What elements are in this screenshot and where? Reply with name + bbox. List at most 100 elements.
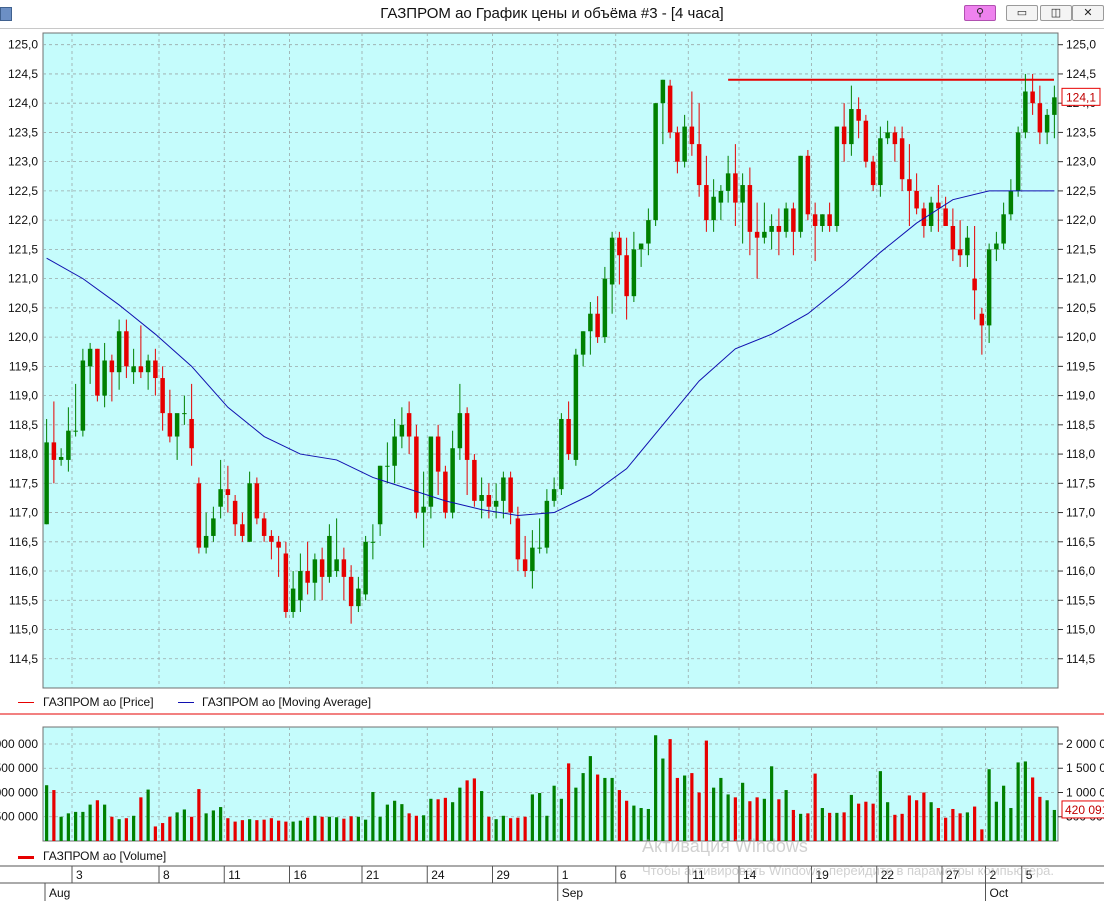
volume-bar [596,774,600,841]
volume-bar [1016,762,1020,841]
candle-body [167,413,173,437]
volume-bar [335,817,339,841]
day-tick-label: 3 [76,868,83,882]
close-button[interactable]: ✕ [1072,5,1104,21]
price-candle [472,454,477,507]
candle-body [508,477,513,513]
volume-bar [371,792,375,841]
price-candle [254,477,260,525]
maximize-button[interactable]: ◫ [1040,5,1072,21]
candle-body [428,436,434,507]
price-legend-swatch [18,702,34,703]
volume-bar [291,821,295,841]
volume-bar [472,778,476,841]
volume-bar [835,812,839,841]
price-tick-label-left: 117,0 [9,506,38,520]
candle-body [820,214,825,226]
price-candle [718,185,724,221]
candle-body [305,571,310,583]
price-tick-label-right: 120,0 [1066,330,1096,344]
price-candle [747,167,753,256]
candle-body [580,331,586,355]
price-candle [406,401,412,455]
candle-body [464,413,470,460]
volume-legend-swatch [18,856,34,859]
link-button[interactable]: ⚲ [964,5,996,21]
price-candle [943,196,948,226]
price-candle [319,547,325,601]
price-candle [820,214,825,232]
candle-body [109,360,115,373]
volume-bar [190,816,194,841]
candle-body [885,132,890,139]
candle-body [711,196,716,221]
candle-body [218,489,223,507]
candle-body [914,190,919,209]
candle-body [646,220,651,244]
price-tick-label-left: 122,0 [8,213,38,227]
ma-legend-swatch [178,702,194,703]
minimize-button[interactable]: ▭ [1006,5,1038,21]
price-candle [827,202,832,232]
candle-body [515,518,521,560]
price-candle [791,202,796,256]
day-tick-label: 29 [497,868,511,882]
price-candle [131,348,136,384]
volume-tick-label-right: 1 500 000 [1066,761,1104,775]
volume-bar [639,808,643,841]
day-tick-label: 6 [620,868,627,882]
volume-bar [588,756,592,841]
volume-bar [545,815,549,841]
candle-body [225,489,231,496]
volume-bar [726,794,730,841]
price-tick-label-right: 122,0 [1066,213,1096,227]
candle-body [950,225,956,250]
price-candle [44,418,49,525]
activation-watermark-title: Активация Windows [642,836,808,856]
volume-bar [248,819,252,841]
candle-body [733,173,738,203]
price-tick-label-left: 123,5 [8,125,38,139]
volume-bar [857,803,861,841]
price-candle [580,331,586,367]
candle-body [80,360,86,431]
volume-bar [813,773,817,841]
price-candle [457,383,463,460]
volume-bar [820,808,824,841]
price-candle [660,79,666,145]
price-tick-label-left: 121,0 [8,272,38,286]
volume-bar [378,816,382,841]
volume-bar [327,816,331,841]
candle-body [783,208,789,232]
candle-body [624,255,629,297]
volume-bar [625,800,629,841]
price-candle [798,155,803,238]
month-tick-label: Aug [49,886,70,900]
candle-body [776,225,782,232]
ma-legend-label: ГАЗПРОМ ао [Moving Average] [202,695,372,709]
volume-bar [269,818,273,841]
price-candle [435,424,441,496]
candle-body [1030,91,1035,104]
candle-body [878,138,883,186]
volume-bar [516,817,520,841]
candle-body [827,214,832,226]
price-candle [965,225,970,267]
app-window-icon[interactable] [0,7,12,21]
candle-body [870,161,876,186]
volume-bar [465,780,469,841]
price-candle [551,477,557,507]
volume-bar [443,797,447,841]
price-volume-chart[interactable]: 114,5 114,5 115,0 115,0 115,5 115,5 116,0 116,0… [0,28,1104,901]
candle-body [979,313,985,326]
price-candle [392,418,397,484]
day-tick-label: 22 [881,868,895,882]
volume-bar [922,792,926,841]
price-candle [696,103,702,197]
volume-tick-label-left: 1 000 000 [0,785,38,799]
price-candle [443,465,448,519]
volume-bar [849,794,853,841]
price-candle [145,354,151,390]
price-candle [834,126,840,232]
last-price-label: 124,1 [1066,90,1096,104]
